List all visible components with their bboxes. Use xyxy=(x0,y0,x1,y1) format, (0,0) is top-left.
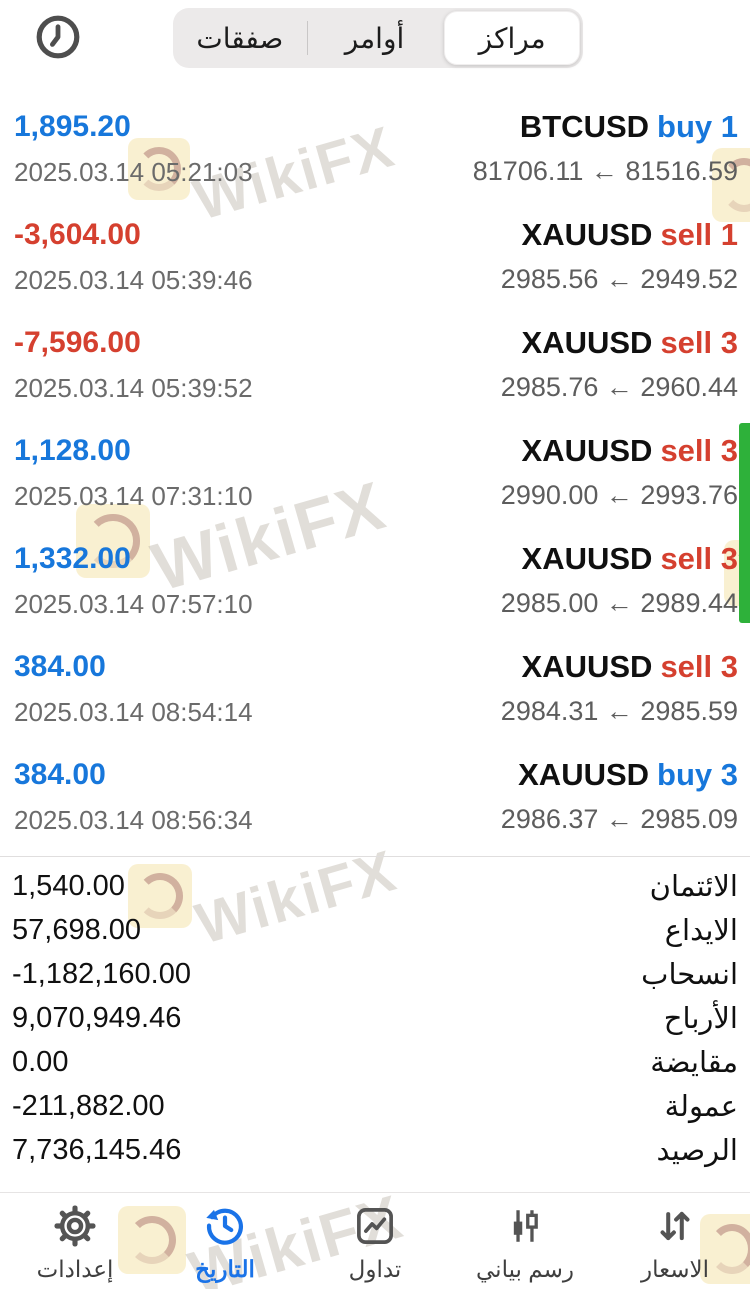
summary-label: مقايضة xyxy=(650,1046,738,1079)
summary-label: الايداع xyxy=(664,914,738,947)
price-range: 2985.76 ← 2960.44 xyxy=(500,372,738,402)
side-volume-label: sell 1 xyxy=(660,217,738,252)
price-range: 2985.00 ← 2989.44 xyxy=(500,588,738,618)
summary-row-withdrawal: -1,182,160.00 انسحاب xyxy=(12,952,738,996)
gear-icon xyxy=(54,1205,96,1247)
summary-row-commission: -211,882.00 عمولة xyxy=(12,1084,738,1128)
summary-label: الرصيد xyxy=(656,1134,739,1167)
position-row[interactable]: 1,895.20 2025.03.14 05:21:03 BTCUSD buy 1… xyxy=(0,92,750,200)
trade-time: 2025.03.14 07:31:10 xyxy=(14,481,253,511)
nav-item-history[interactable]: التاريخ xyxy=(150,1193,300,1289)
symbol-label: BTCUSD xyxy=(519,109,650,144)
position-row[interactable]: 1,128.00 2025.03.14 07:31:10 XAUUSD sell … xyxy=(0,416,750,524)
nav-item-quotes[interactable]: الاسعار xyxy=(600,1193,750,1289)
summary-value: 7,736,145.46 xyxy=(12,1133,182,1166)
nav-label: رسم بياني xyxy=(476,1256,574,1282)
tab-positions[interactable]: مراكز xyxy=(444,11,581,65)
summary-row-profit: 9,070,949.46 الأرباح xyxy=(12,996,738,1040)
price-range: 2985.56 ← 2949.52 xyxy=(500,264,738,294)
summary-value: -211,882.00 xyxy=(12,1089,165,1122)
bottom-navigation: إعدادات التاريخ تداول رسم xyxy=(0,1192,750,1289)
symbol-label: XAUUSD xyxy=(521,325,653,360)
summary-label: الائتمان xyxy=(649,870,738,903)
segmented-control: صفقات أوامر مراكز xyxy=(173,8,583,68)
profit-value: 384.00 xyxy=(14,758,106,791)
symbol-label: XAUUSD xyxy=(521,541,653,576)
trade-time: 2025.03.14 08:54:14 xyxy=(14,697,253,727)
summary-label: عمولة xyxy=(664,1090,738,1123)
profit-value: 1,895.20 xyxy=(14,110,131,143)
summary-value: -1,182,160.00 xyxy=(12,957,191,990)
header: صفقات أوامر مراكز xyxy=(0,0,750,92)
nav-item-settings[interactable]: إعدادات xyxy=(0,1193,150,1289)
summary-value: 57,698.00 xyxy=(12,913,142,946)
positions-list: 1,895.20 2025.03.14 05:21:03 BTCUSD buy 1… xyxy=(0,92,750,848)
symbol-label: XAUUSD xyxy=(518,757,650,792)
trade-time: 2025.03.14 05:21:03 xyxy=(14,157,253,187)
account-summary: 1,540.00 الائتمان 57,698.00 الايداع -1,1… xyxy=(0,857,750,1172)
symbol-label: XAUUSD xyxy=(521,217,653,252)
trade-time: 2025.03.14 05:39:52 xyxy=(14,373,253,403)
summary-label: انسحاب xyxy=(641,958,738,991)
candlestick-icon xyxy=(513,1210,538,1242)
trade-chart-icon xyxy=(357,1208,393,1244)
history-clock-icon xyxy=(206,1208,243,1245)
side-volume-label: sell 3 xyxy=(660,649,738,684)
profit-value: 1,128.00 xyxy=(14,434,131,467)
position-row[interactable]: -7,596.00 2025.03.14 05:39:52 XAUUSD sell… xyxy=(0,308,750,416)
side-volume-label: buy 3 xyxy=(657,757,738,792)
side-volume-label: sell 3 xyxy=(660,541,738,576)
summary-value: 1,540.00 xyxy=(12,869,125,902)
tab-deals[interactable]: صفقات xyxy=(196,22,284,54)
summary-row-balance: 7,736,145.46 الرصيد xyxy=(12,1128,738,1172)
time-filter-button[interactable] xyxy=(34,13,82,61)
summary-value: 0.00 xyxy=(12,1045,69,1078)
summary-value: 9,070,949.46 xyxy=(12,1001,182,1034)
price-range: 2990.00 ← 2993.76 xyxy=(500,480,738,510)
nav-label: تداول xyxy=(348,1256,402,1282)
profit-value: -3,604.00 xyxy=(14,218,141,251)
price-range: 2984.31 ← 2985.59 xyxy=(500,696,738,726)
segment-divider xyxy=(306,21,308,55)
position-row[interactable]: 384.00 2025.03.14 08:56:34 XAUUSD buy 3 2… xyxy=(0,740,750,848)
summary-row-deposit: 57,698.00 الايداع xyxy=(12,908,738,952)
trade-time: 2025.03.14 08:56:34 xyxy=(14,805,253,835)
position-row[interactable]: 1,332.00 2025.03.14 07:57:10 XAUUSD sell … xyxy=(0,524,750,632)
summary-divider xyxy=(0,856,750,857)
trade-time: 2025.03.14 07:57:10 xyxy=(14,589,253,619)
side-volume-label: sell 3 xyxy=(660,325,738,360)
symbol-label: XAUUSD xyxy=(521,649,653,684)
symbol-label: XAUUSD xyxy=(521,433,653,468)
side-volume-label: sell 3 xyxy=(660,433,738,468)
summary-label: الأرباح xyxy=(663,1002,738,1035)
profit-value: -7,596.00 xyxy=(14,326,141,359)
profit-value: 1,332.00 xyxy=(14,542,131,575)
nav-label: التاريخ xyxy=(195,1256,255,1282)
summary-row-credit: 1,540.00 الائتمان xyxy=(12,864,738,908)
profit-value: 384.00 xyxy=(14,650,106,683)
position-row[interactable]: -3,604.00 2025.03.14 05:39:46 XAUUSD sell… xyxy=(0,200,750,308)
summary-row-swap: 0.00 مقايضة xyxy=(12,1040,738,1084)
nav-item-trade[interactable]: تداول xyxy=(300,1193,450,1289)
side-volume-label: buy 1 xyxy=(657,109,738,144)
trade-time: 2025.03.14 05:39:46 xyxy=(14,265,253,295)
tab-orders[interactable]: أوامر xyxy=(344,22,405,54)
scrollbar-indicator[interactable] xyxy=(739,423,750,623)
clock-icon xyxy=(36,15,80,59)
position-row[interactable]: 384.00 2025.03.14 08:54:14 XAUUSD sell 3 … xyxy=(0,632,750,740)
price-range: 2986.37 ← 2985.09 xyxy=(500,804,738,834)
price-range: 81706.11 ← 81516.59 xyxy=(472,156,738,186)
arrows-up-down-icon xyxy=(660,1211,690,1241)
nav-label: الاسعار xyxy=(641,1256,709,1282)
nav-label: إعدادات xyxy=(36,1256,114,1282)
nav-item-chart[interactable]: رسم بياني xyxy=(450,1193,600,1289)
